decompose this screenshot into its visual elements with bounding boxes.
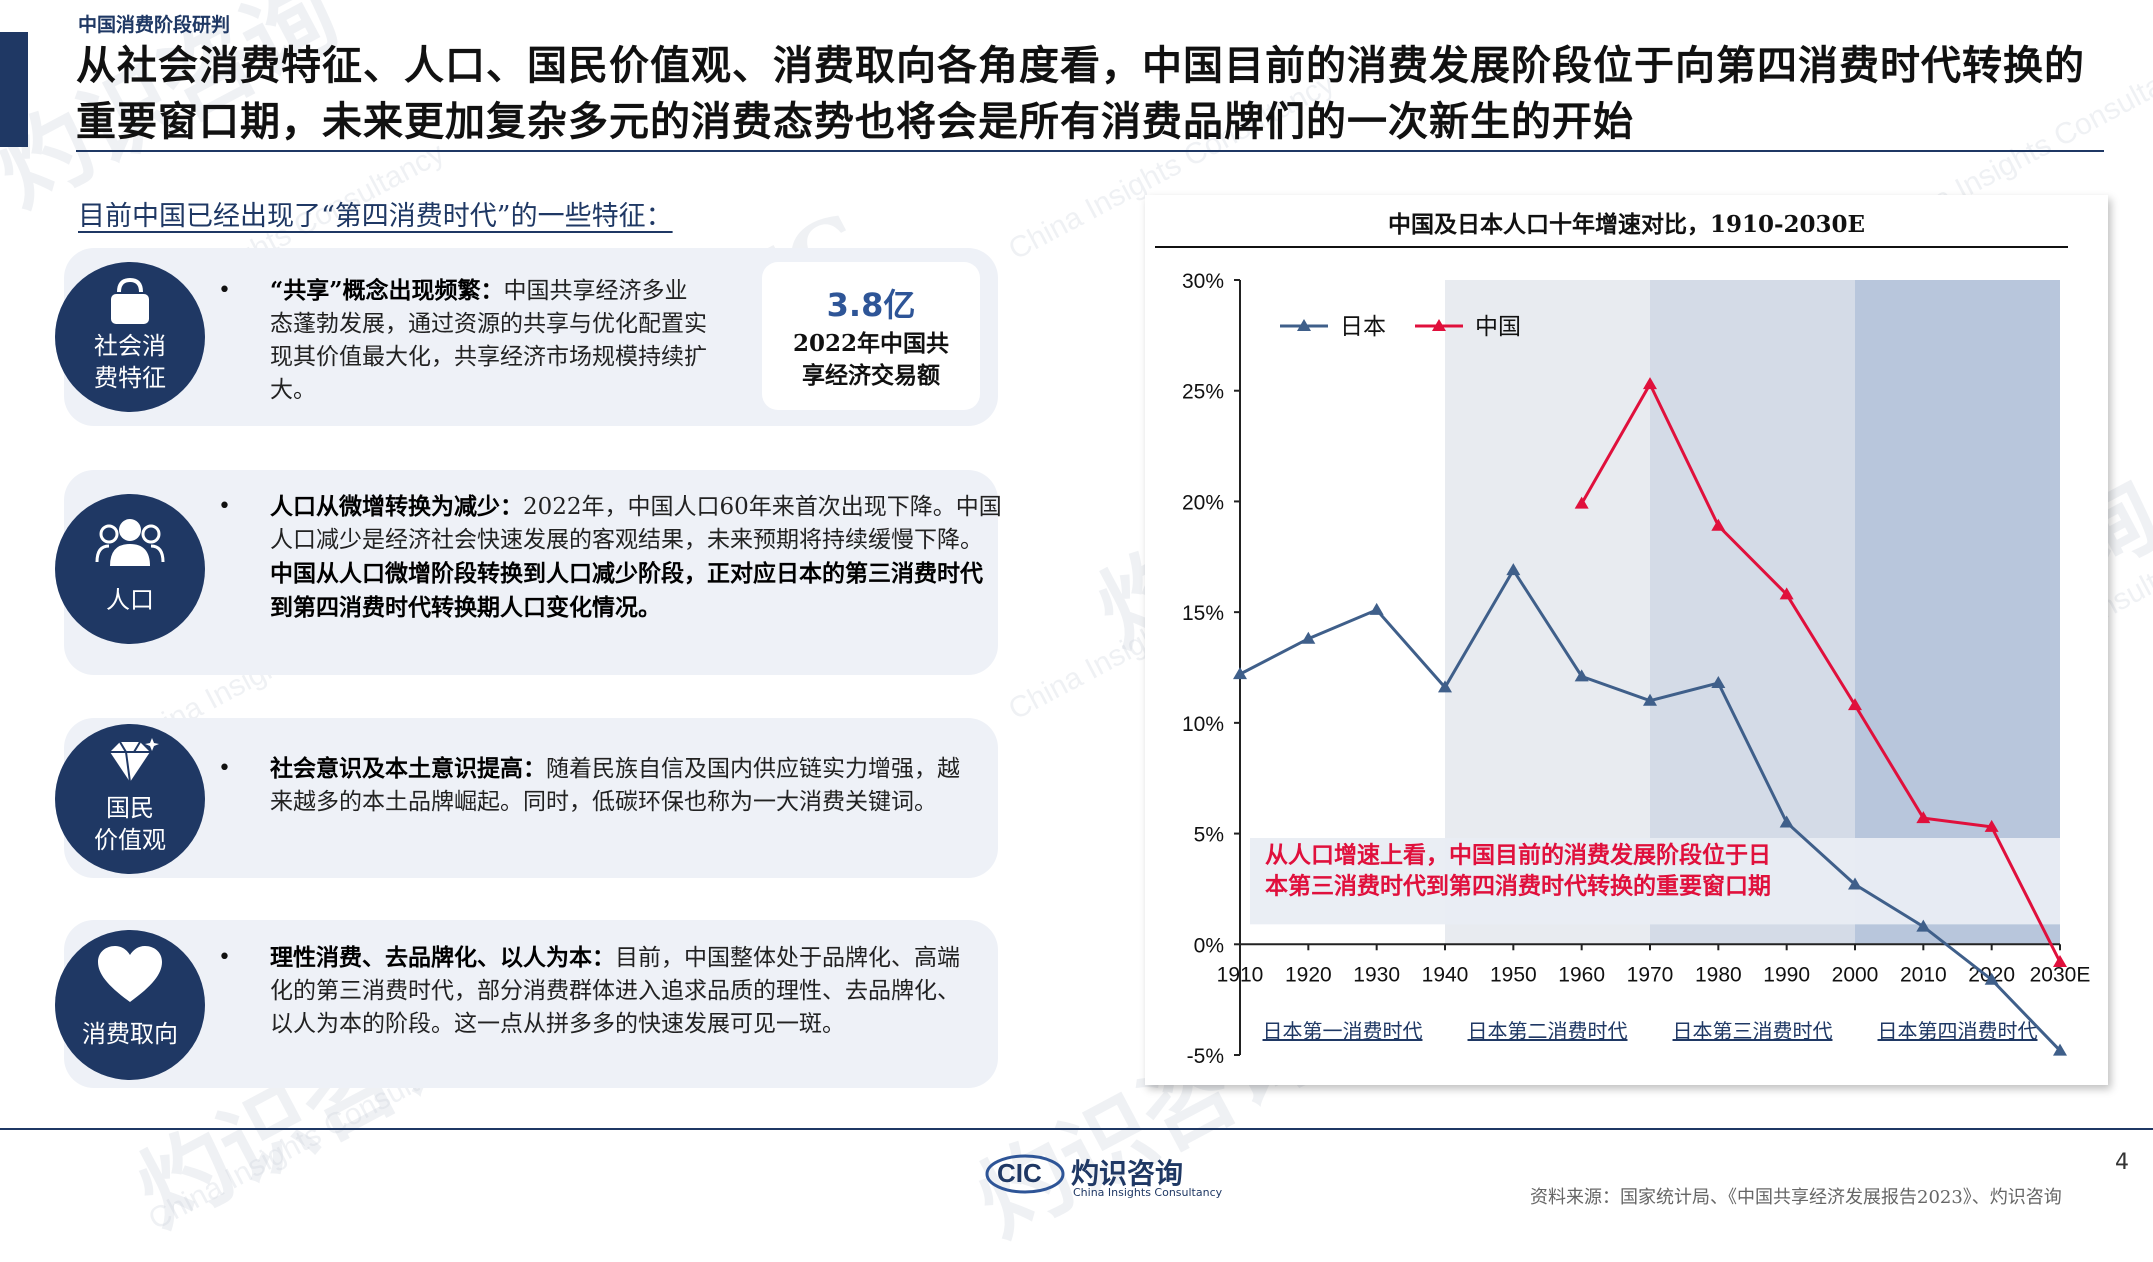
x-tick-label: 1960 — [1558, 963, 1605, 986]
data-point — [1916, 811, 1931, 824]
era-label: 日本第二消费时代 — [1468, 1019, 1628, 1043]
x-tick-label: 2030E — [2030, 963, 2091, 986]
stat-label: 2022年中国共 享经济交易额 — [792, 330, 949, 389]
data-point — [1984, 972, 1999, 985]
y-tick-label: 30% — [1182, 270, 1224, 293]
chart-title-divider — [1155, 246, 2068, 248]
y-tick-label: 20% — [1182, 491, 1224, 514]
feature-text-social: “共享”概念出现频繁：中国共享经济多业态蓬勃发展，通过资源的共享与优化配置实现其… — [270, 277, 707, 403]
x-tick-label: 1920 — [1285, 963, 1332, 986]
y-tick-label: 10% — [1182, 713, 1224, 736]
data-point — [1574, 496, 1589, 509]
feature-text-orientation: 理性消费、去品牌化、以人为本：目前，中国整体处于品牌化、高端化的第三消费时代，部… — [270, 944, 960, 1037]
data-point — [1848, 698, 1862, 711]
x-tick-label: 1910 — [1217, 963, 1264, 986]
people-icon — [95, 519, 165, 566]
legend-marker — [1432, 319, 1446, 331]
x-tick-label: 2010 — [1900, 963, 1947, 986]
page-number: 4 — [2115, 1150, 2129, 1175]
feature-card-orientation — [64, 920, 998, 1088]
data-point — [1779, 587, 1794, 600]
data-point — [1643, 377, 1657, 390]
stat-box: 3.8亿 2022年中国共 享经济交易额 — [762, 262, 980, 410]
data-point — [1711, 518, 1726, 531]
chart-annotation: 本第三消费时代到第四消费时代转换的重要窗口期 — [1265, 872, 1771, 899]
x-tick-label: 1990 — [1763, 963, 1810, 986]
data-point — [1506, 563, 1521, 576]
heart-icon — [98, 946, 162, 1002]
data-point — [1233, 667, 1247, 680]
legend-label: 中国 — [1475, 314, 1521, 340]
era-band — [1240, 280, 1445, 945]
feature-text-population: 人口从微增转换为减少：2022年，中国人口60年来首次出现下降。中国人口减少是经… — [270, 493, 1002, 621]
era-label: 日本第一消费时代 — [1263, 1019, 1423, 1043]
page-title: 从社会消费特征、人口、国民价值观、消费取向各角度看，中国目前的消费发展阶段位于向… — [76, 42, 2085, 145]
x-tick-label: 1940 — [1422, 963, 1469, 986]
diamond-icon — [110, 738, 159, 783]
stat-value: 3.8亿 — [826, 286, 916, 324]
x-tick-label: 1980 — [1695, 963, 1742, 986]
data-point — [1574, 669, 1589, 682]
title-divider — [76, 150, 2104, 152]
series-line — [1580, 380, 2062, 963]
circle-label: 社会消 费特征 — [94, 332, 166, 392]
y-tick-label: -5% — [1187, 1045, 1224, 1068]
era-band — [1650, 280, 1855, 945]
logo-name: 灼识咨询 — [1071, 1157, 1184, 1190]
feature-circle-orientation: 消费取向 — [55, 930, 205, 1080]
feature-text-values: 社会意识及本土意识提高：随着民族自信及国内供应链实力增强，越来越多的本土品牌崛起… — [270, 755, 960, 815]
logo-subtitle: China Insights Consultancy — [1073, 1186, 1223, 1199]
y-tick-label: 15% — [1182, 602, 1224, 625]
data-point — [2053, 955, 2067, 967]
title-accent-bar — [0, 32, 28, 147]
data-point — [1643, 693, 1657, 706]
circle-label: 消费取向 — [82, 1020, 178, 1048]
section-tag: 中国消费阶段研判 — [78, 14, 231, 36]
legend-label: 日本 — [1340, 314, 1386, 340]
era-band — [1855, 280, 2060, 945]
feature-circle-social: 社会消 费特征 — [55, 262, 205, 412]
era-band — [1445, 280, 1650, 945]
feature-circle-population: 人口 — [55, 494, 205, 644]
y-tick-label: 5% — [1194, 824, 1224, 847]
logo-mark: CIC — [997, 1158, 1042, 1188]
population-growth-chart: -5% 0% 5% 10% 15% 20% 25% 30% 1910 1920 1930 1940 19… — [1182, 270, 2091, 1068]
circle-label: 人口 — [106, 586, 154, 614]
feature-circle-values: 国民 价值观 — [55, 724, 205, 874]
bullet: • — [218, 494, 231, 519]
data-point — [1779, 815, 1794, 828]
era-label: 日本第四消费时代 — [1878, 1019, 2038, 1043]
data-point — [1916, 919, 1931, 932]
bullet: • — [218, 945, 231, 970]
x-tick-label: 1930 — [1353, 963, 1400, 986]
chart-title: 中国及日本人口十年增速对比，1910-2030E — [1387, 211, 1866, 238]
bullet: • — [218, 278, 231, 303]
y-tick-label: 25% — [1182, 381, 1224, 404]
circle-label: 国民 价值观 — [94, 794, 166, 854]
y-tick-label: 0% — [1194, 934, 1224, 957]
data-point — [1848, 877, 1862, 890]
shopping-bag-icon — [111, 277, 149, 324]
footer-divider — [0, 1128, 2153, 1130]
data-point — [1711, 676, 1726, 688]
annotation-backdrop — [1250, 838, 2060, 925]
legend-marker — [1297, 319, 1311, 331]
x-tick-label: 1950 — [1490, 963, 1537, 986]
feature-card-population — [64, 470, 998, 675]
cic-logo-icon — [985, 1154, 1065, 1194]
data-point — [1438, 680, 1452, 693]
data-point — [1984, 819, 1999, 832]
source-note: 资料来源：国家统计局、《中国共享经济发展报告2023》、灼识咨询 — [1530, 1187, 2062, 1208]
x-tick-label: 1970 — [1627, 963, 1674, 986]
chart-annotation: 从人口增速上看，中国目前的消费发展阶段位于日 — [1265, 841, 1771, 868]
era-label: 日本第三消费时代 — [1673, 1019, 1833, 1043]
feature-card-values — [64, 718, 998, 878]
x-tick-label: 2000 — [1832, 963, 1879, 986]
data-point — [2053, 1043, 2067, 1056]
features-subheading: 目前中国已经出现了“第四消费时代”的一些特征： — [78, 201, 673, 232]
data-point — [1301, 631, 1316, 644]
bullet: • — [218, 756, 231, 781]
data-point — [1369, 602, 1384, 615]
